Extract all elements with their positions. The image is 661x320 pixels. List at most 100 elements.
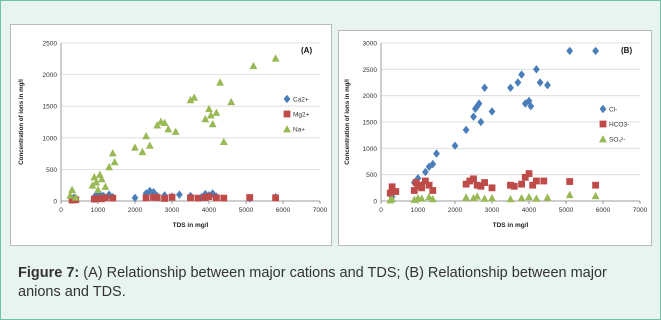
y-tick-label: 500: [366, 172, 377, 179]
data-point: [160, 118, 169, 127]
x-tick-label: 0: [59, 207, 63, 214]
y-tick-label: 500: [46, 167, 57, 174]
data-point: [392, 188, 400, 195]
data-point: [566, 178, 574, 185]
data-point: [543, 193, 552, 201]
data-point: [272, 194, 279, 202]
data-point: [386, 189, 394, 197]
data-point: [473, 181, 481, 189]
data-point: [131, 193, 139, 203]
data-point: [150, 193, 157, 201]
data-point: [208, 119, 217, 128]
x-tick-label: 1000: [91, 207, 106, 214]
data-point: [521, 173, 529, 181]
data-point: [168, 193, 176, 201]
data-point: [205, 104, 213, 113]
legend-label: Ca2+: [293, 96, 309, 103]
legend-label: HCO3-: [609, 121, 629, 128]
data-point: [525, 170, 533, 178]
data-point: [206, 111, 215, 119]
data-point: [186, 95, 195, 104]
y-tick-label: 2000: [43, 72, 58, 79]
legend-label: Na+: [293, 126, 305, 133]
chart-panel-b: 0 500 1000 1500 2000 2500 3000 0 1000 2000 3000 400…: [338, 30, 652, 246]
data-point: [98, 195, 106, 203]
data-point: [529, 181, 537, 189]
data-point: [477, 182, 485, 190]
data-point: [161, 195, 168, 202]
data-point: [220, 194, 228, 202]
data-point: [142, 132, 150, 140]
data-point: [213, 194, 220, 202]
data-point: [219, 137, 228, 145]
data-point: [388, 194, 396, 203]
panel-label: (B): [621, 46, 632, 55]
scatter-chart-b: 0 500 1000 1500 2000 2500 3000 0 1000 2000 3000 400…: [344, 41, 648, 230]
data-point: [94, 185, 102, 194]
data-point: [102, 194, 109, 202]
data-point: [92, 178, 101, 186]
data-point: [470, 175, 477, 183]
x-axis-title: TDS in mg/l: [173, 222, 209, 229]
y-tick-label: 0: [53, 199, 57, 206]
data-point: [510, 182, 518, 190]
data-point: [518, 70, 525, 79]
data-point: [153, 194, 161, 201]
legend-marker: [599, 104, 607, 114]
data-point: [462, 193, 470, 201]
y-tick-label: 2000: [363, 93, 378, 100]
data-point: [488, 193, 496, 202]
data-point: [462, 180, 470, 188]
data-point: [429, 159, 437, 169]
data-point: [101, 182, 110, 190]
data-point: [190, 93, 199, 101]
data-point: [90, 195, 98, 203]
data-point: [471, 104, 479, 114]
x-tick-label: 7000: [633, 207, 648, 214]
data-point: [138, 147, 147, 156]
data-point: [428, 194, 437, 203]
data-point: [433, 149, 440, 158]
y-axis-title: Concentration of ions in mg/l: [344, 79, 351, 165]
data-point: [171, 127, 180, 135]
y-tick-label: 1000: [43, 135, 58, 142]
data-point: [88, 181, 97, 189]
data-point: [592, 46, 599, 56]
data-point: [212, 108, 221, 116]
data-point: [153, 121, 162, 129]
x-tick-label: 5000: [559, 207, 574, 214]
data-point: [475, 99, 483, 108]
data-point: [477, 117, 485, 127]
x-tick-label: 3000: [485, 207, 500, 214]
data-point: [194, 194, 202, 202]
data-point: [592, 181, 599, 189]
data-point: [507, 181, 514, 189]
data-point: [164, 125, 173, 133]
y-tick-label: 3000: [363, 41, 378, 48]
data-point: [429, 187, 437, 194]
data-point: [422, 167, 429, 177]
scatter-chart-a: 0 500 1000 1500 2000 2500 0 1000 2000 3000 4000 500…: [18, 41, 328, 230]
data-point: [425, 162, 433, 171]
y-tick-label: 2500: [363, 67, 378, 74]
data-point: [462, 125, 470, 135]
data-point: [488, 184, 496, 192]
x-tick-label: 6000: [276, 207, 291, 214]
data-point: [187, 194, 194, 202]
data-point: [527, 102, 535, 111]
y-tick-label: 1500: [43, 104, 58, 111]
data-point: [105, 162, 113, 171]
y-tick-label: 1000: [363, 146, 378, 153]
data-point: [525, 96, 533, 106]
data-point: [566, 46, 574, 56]
data-point: [68, 196, 76, 204]
panel-label: (A): [301, 46, 312, 55]
x-tick-label: 3000: [165, 207, 180, 214]
data-point: [518, 180, 525, 188]
data-point: [145, 141, 154, 149]
x-axis-title: TDS in mg/l: [493, 222, 529, 229]
x-tick-label: 1000: [411, 207, 426, 214]
data-point: [521, 99, 529, 108]
data-point: [216, 78, 224, 86]
data-point: [488, 107, 496, 116]
